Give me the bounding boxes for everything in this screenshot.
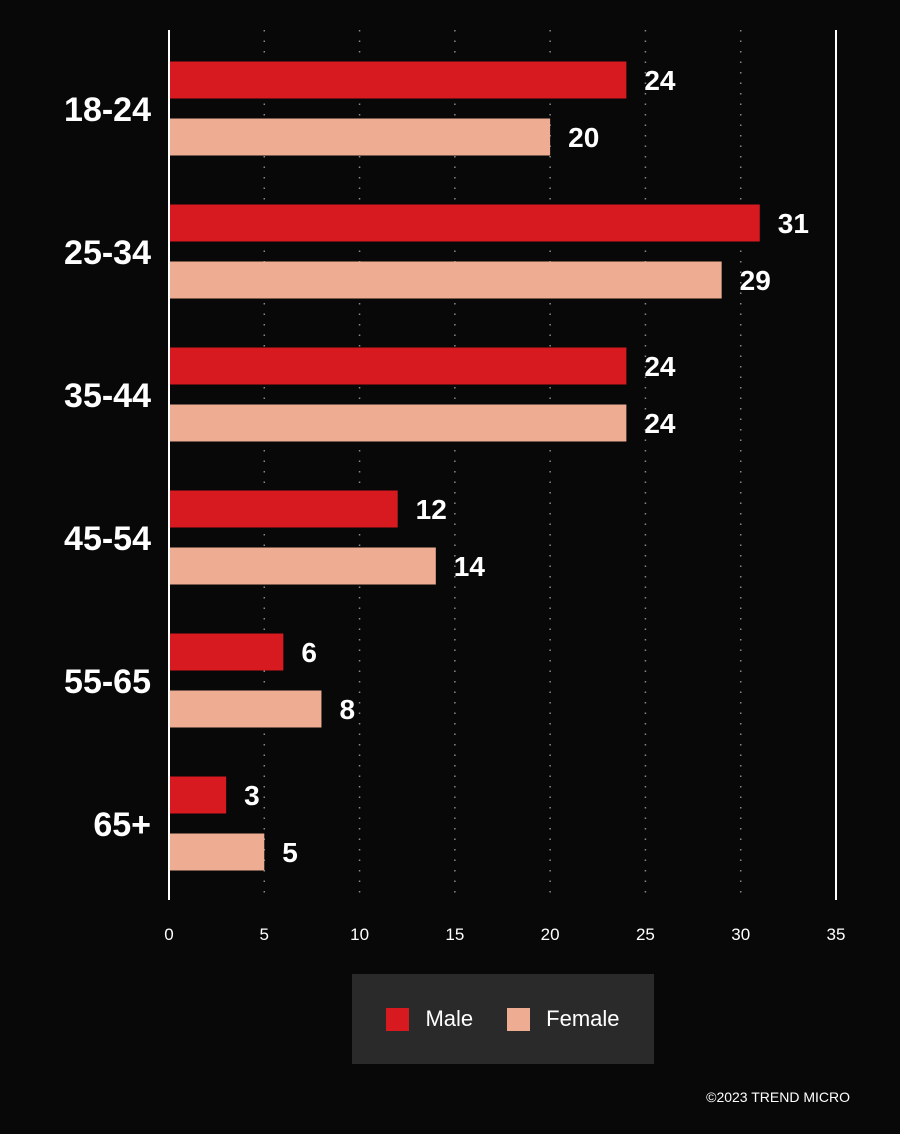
x-tick-label: 20 — [541, 925, 560, 944]
value-label: 20 — [568, 122, 599, 153]
value-label: 5 — [282, 837, 298, 868]
value-label: 14 — [454, 551, 486, 582]
legend-item-female: Female — [507, 1006, 620, 1032]
category-label: 35-44 — [64, 377, 151, 415]
x-tick-label: 15 — [445, 925, 464, 944]
category-label: 25-34 — [64, 234, 151, 272]
value-label: 29 — [740, 265, 771, 296]
value-label: 12 — [416, 494, 447, 525]
x-tick-label: 0 — [164, 925, 173, 944]
value-label: 8 — [339, 694, 355, 725]
copyright-text: ©2023 TREND MICRO — [706, 1089, 850, 1105]
x-tick-label: 35 — [827, 925, 846, 944]
bar-male — [170, 347, 627, 385]
bar-female — [170, 833, 265, 871]
legend-swatch-female — [507, 1007, 531, 1031]
bar-male — [170, 204, 760, 242]
value-label: 3 — [244, 780, 260, 811]
bar-female — [170, 547, 436, 585]
value-label: 31 — [778, 208, 809, 239]
value-label: 6 — [301, 637, 317, 668]
bar-female — [170, 404, 627, 442]
bar-male — [170, 633, 284, 671]
x-tick-label: 25 — [636, 925, 655, 944]
category-label: 55-65 — [64, 663, 151, 701]
bar-female — [170, 690, 322, 728]
value-label: 24 — [644, 65, 676, 96]
category-label: 18-24 — [64, 91, 151, 129]
bar-male — [170, 61, 627, 99]
category-label: 65+ — [93, 806, 151, 844]
value-label: 24 — [644, 351, 676, 382]
bar-male — [170, 776, 227, 814]
x-tick-label: 5 — [260, 925, 269, 944]
legend-label-male: Male — [425, 1006, 474, 1031]
x-tick-label: 30 — [731, 925, 750, 944]
legend-label-female: Female — [546, 1006, 620, 1031]
legend-swatch-male — [386, 1007, 410, 1031]
value-label: 24 — [644, 408, 676, 439]
category-label: 45-54 — [64, 520, 151, 558]
bar-female — [170, 118, 551, 156]
bar-female — [170, 261, 722, 299]
bar-chart: 0 5 10 15 20 25 30 3518-24242025-34312935-44242… — [64, 30, 846, 944]
bar-male — [170, 490, 398, 528]
legend-item-male: Male — [386, 1006, 473, 1032]
x-tick-label: 10 — [350, 925, 369, 944]
legend: Male Female — [352, 974, 654, 1064]
